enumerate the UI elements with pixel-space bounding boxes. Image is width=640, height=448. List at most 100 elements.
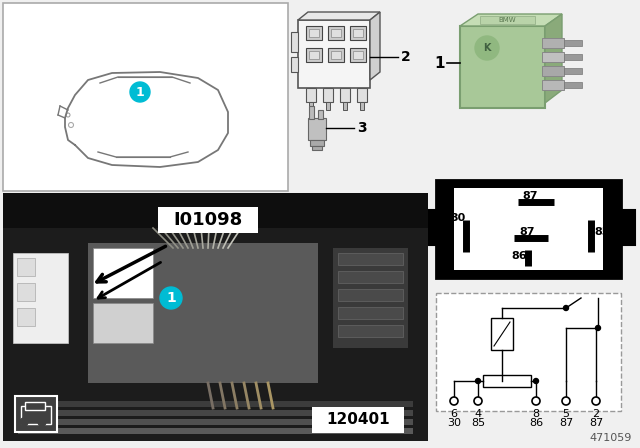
Bar	[360, 102, 364, 110]
Bar	[308, 118, 326, 140]
Bar	[17, 283, 35, 301]
Bar	[491, 318, 513, 350]
Bar	[480, 16, 535, 24]
Bar	[542, 38, 564, 48]
Bar	[312, 146, 322, 150]
Bar	[309, 51, 319, 59]
Bar	[328, 48, 344, 62]
Bar	[333, 248, 408, 348]
Bar	[353, 51, 363, 59]
Bar	[338, 271, 403, 283]
Text: 30: 30	[451, 213, 466, 223]
Bar	[93, 248, 153, 298]
Text: 87: 87	[519, 227, 534, 237]
Bar	[18, 419, 413, 425]
Bar	[353, 29, 363, 37]
Bar	[350, 26, 366, 40]
Circle shape	[130, 82, 150, 102]
Bar	[25, 402, 45, 410]
Bar	[340, 88, 350, 102]
Bar	[3, 3, 288, 191]
Bar	[158, 207, 258, 233]
Bar	[357, 88, 367, 102]
Bar	[542, 52, 564, 62]
Bar	[18, 401, 413, 407]
Text: 2: 2	[593, 409, 600, 419]
Text: 30: 30	[447, 418, 461, 428]
Circle shape	[20, 418, 28, 426]
Circle shape	[534, 379, 538, 383]
Bar	[3, 193, 428, 228]
Text: I01098: I01098	[173, 211, 243, 229]
Polygon shape	[545, 14, 562, 103]
Bar	[306, 48, 322, 62]
Circle shape	[474, 397, 482, 405]
Bar	[17, 258, 35, 276]
Circle shape	[160, 287, 182, 309]
Text: 1: 1	[166, 291, 176, 305]
Bar	[436, 180, 621, 278]
Text: 3: 3	[357, 121, 367, 135]
Bar	[331, 29, 341, 37]
Bar	[542, 80, 564, 90]
Bar	[309, 29, 319, 37]
Text: BMW: BMW	[498, 17, 516, 23]
Bar	[338, 325, 403, 337]
Circle shape	[592, 397, 600, 405]
Bar	[93, 303, 153, 343]
Bar	[328, 26, 344, 40]
Text: 471059: 471059	[589, 433, 632, 443]
Bar	[338, 307, 403, 319]
Text: 1: 1	[434, 56, 445, 70]
Bar	[318, 110, 323, 119]
Bar	[306, 26, 322, 40]
Bar	[310, 140, 324, 146]
Bar	[18, 410, 413, 416]
Bar	[291, 57, 298, 72]
Bar	[338, 289, 403, 301]
Circle shape	[475, 36, 499, 60]
Bar	[338, 253, 403, 265]
Circle shape	[532, 397, 540, 405]
Bar	[15, 396, 57, 432]
Bar	[13, 253, 68, 343]
Polygon shape	[460, 14, 562, 26]
Bar	[21, 406, 51, 424]
Bar	[306, 88, 316, 102]
Text: 87: 87	[522, 191, 538, 201]
Circle shape	[562, 397, 570, 405]
Bar	[542, 66, 564, 76]
Bar	[3, 193, 428, 441]
Bar	[621, 210, 635, 245]
Bar	[17, 308, 35, 326]
Bar	[323, 88, 333, 102]
Text: K: K	[483, 43, 491, 53]
Bar	[88, 243, 318, 383]
Circle shape	[450, 397, 458, 405]
Text: 120401: 120401	[326, 413, 390, 427]
Text: 5: 5	[563, 409, 570, 419]
Bar	[436, 293, 621, 411]
Bar	[564, 40, 582, 46]
Bar	[350, 48, 366, 62]
Circle shape	[563, 306, 568, 310]
Bar	[422, 210, 436, 245]
Polygon shape	[298, 12, 380, 20]
Bar	[326, 102, 330, 110]
Text: 87: 87	[589, 418, 603, 428]
Bar	[564, 82, 582, 88]
Circle shape	[595, 326, 600, 331]
Bar	[309, 106, 314, 119]
Bar	[454, 188, 603, 270]
Bar	[564, 68, 582, 74]
Circle shape	[476, 379, 481, 383]
Bar	[298, 20, 370, 88]
FancyBboxPatch shape	[312, 407, 404, 433]
Text: 2: 2	[401, 50, 411, 64]
Bar	[18, 428, 413, 434]
Bar	[291, 32, 298, 52]
Text: 1: 1	[136, 86, 145, 99]
Text: 85: 85	[471, 418, 485, 428]
Text: 86: 86	[529, 418, 543, 428]
Text: 8: 8	[532, 409, 540, 419]
